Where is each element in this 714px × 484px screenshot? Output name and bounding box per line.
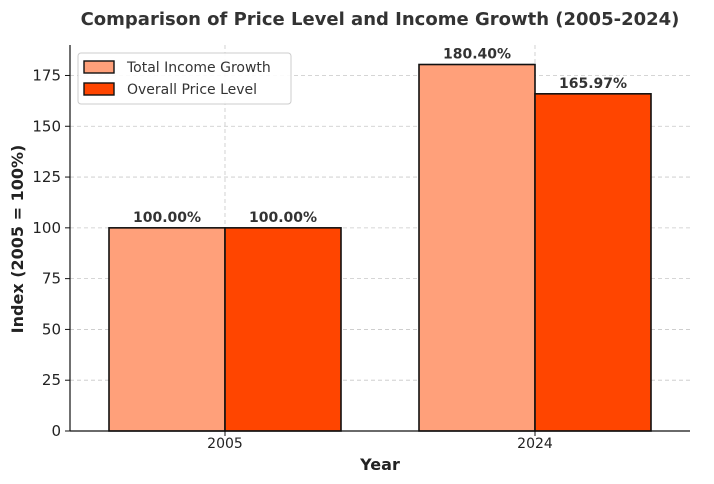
y-tick-label: 25 [42, 371, 61, 389]
bar-total-income-growth-2024 [418, 63, 536, 432]
chart-title: Comparison of Price Level and Income Gro… [81, 9, 680, 30]
x-axis-label: Year [359, 455, 400, 474]
y-tick-label: 125 [32, 168, 61, 186]
y-ticks-layer: 0 25 50 75 100 125 150 175 [32, 66, 70, 440]
bar-overall-price-level-2005 [224, 227, 342, 432]
data-label: 100.00% [249, 210, 317, 226]
data-label: 180.40% [443, 47, 511, 63]
y-tick-label: 100 [32, 219, 61, 237]
data-label: 100.00% [133, 210, 201, 226]
legend-label: Overall Price Level [127, 82, 257, 98]
legend-swatch [83, 82, 115, 96]
y-tick-label: 175 [32, 66, 61, 84]
bars-layer [108, 63, 652, 432]
y-tick-label: 150 [32, 117, 61, 135]
data-labels-layer: 100.00% 180.40% 100.00% 165.97% [133, 47, 627, 226]
axes-layer [69, 45, 690, 432]
bar-total-income-growth-2005 [108, 227, 226, 432]
legend: Total Income Growth Overall Price Level [77, 52, 292, 105]
y-tick-label: 75 [42, 270, 61, 288]
x-ticks-layer: 2005 2024 [207, 431, 553, 452]
y-axis-label: Index (2005 = 100%) [8, 145, 27, 334]
legend-label: Total Income Growth [126, 60, 271, 76]
legend-box [77, 52, 292, 105]
y-tick-label: 0 [51, 422, 61, 440]
legend-swatch [83, 60, 115, 74]
x-tick-label: 2005 [207, 436, 243, 452]
bar-overall-price-level-2024 [534, 93, 652, 432]
x-tick-label: 2024 [517, 436, 553, 452]
data-label: 165.97% [559, 76, 627, 92]
y-tick-label: 50 [42, 320, 61, 338]
